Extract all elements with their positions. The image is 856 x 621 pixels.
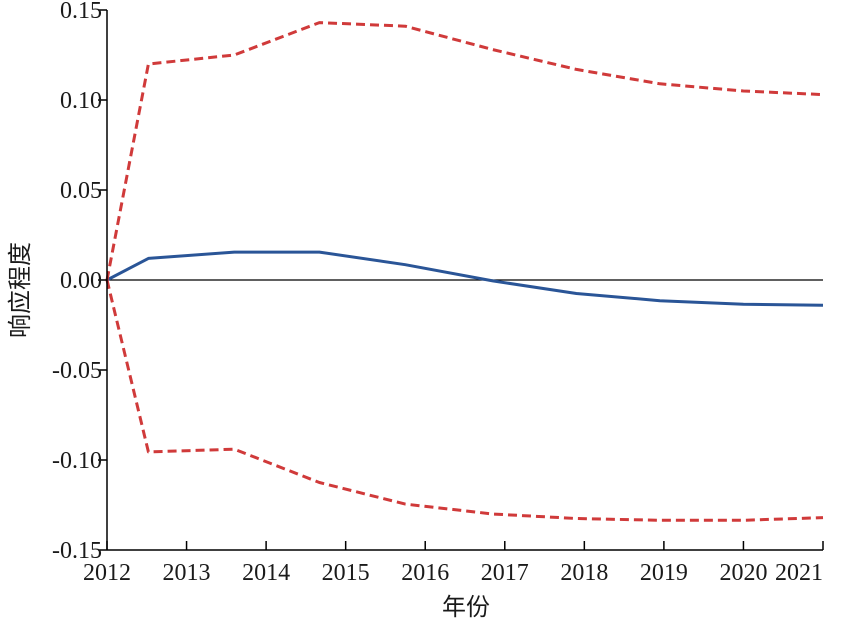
- x-tick-label: 2012: [83, 560, 131, 586]
- y-tick-label: -0.10: [52, 448, 102, 474]
- y-tick-label: -0.15: [52, 538, 102, 564]
- response-line-0: [106, 250, 824, 307]
- x-tick-label: 2018: [560, 560, 608, 586]
- x-tick-label: 2019: [640, 560, 688, 586]
- x-tick-label: 2014: [242, 560, 290, 586]
- x-tick-label: 2016: [401, 560, 449, 586]
- y-tick-label: 0.05: [60, 178, 102, 204]
- y-tick-label: 0.10: [60, 88, 102, 114]
- x-axis-title: 年份: [442, 593, 490, 621]
- y-tick-label: -0.05: [52, 358, 102, 384]
- y-tick-label: 0.15: [60, 0, 102, 24]
- y-tick-label: 0.00: [60, 268, 102, 294]
- x-tick-label: 2017: [481, 560, 529, 586]
- x-tick-label: 2013: [163, 560, 211, 586]
- dashed-bound-line-1: [105, 21, 824, 281]
- x-tick-label: 2020: [719, 560, 767, 586]
- dashed-bound-line-2: [105, 279, 824, 522]
- y-axis-title: 响应程度: [6, 242, 34, 338]
- series-layer: [105, 21, 824, 522]
- x-tick-label: 2021: [775, 560, 823, 586]
- x-tick-label: 2015: [322, 560, 370, 586]
